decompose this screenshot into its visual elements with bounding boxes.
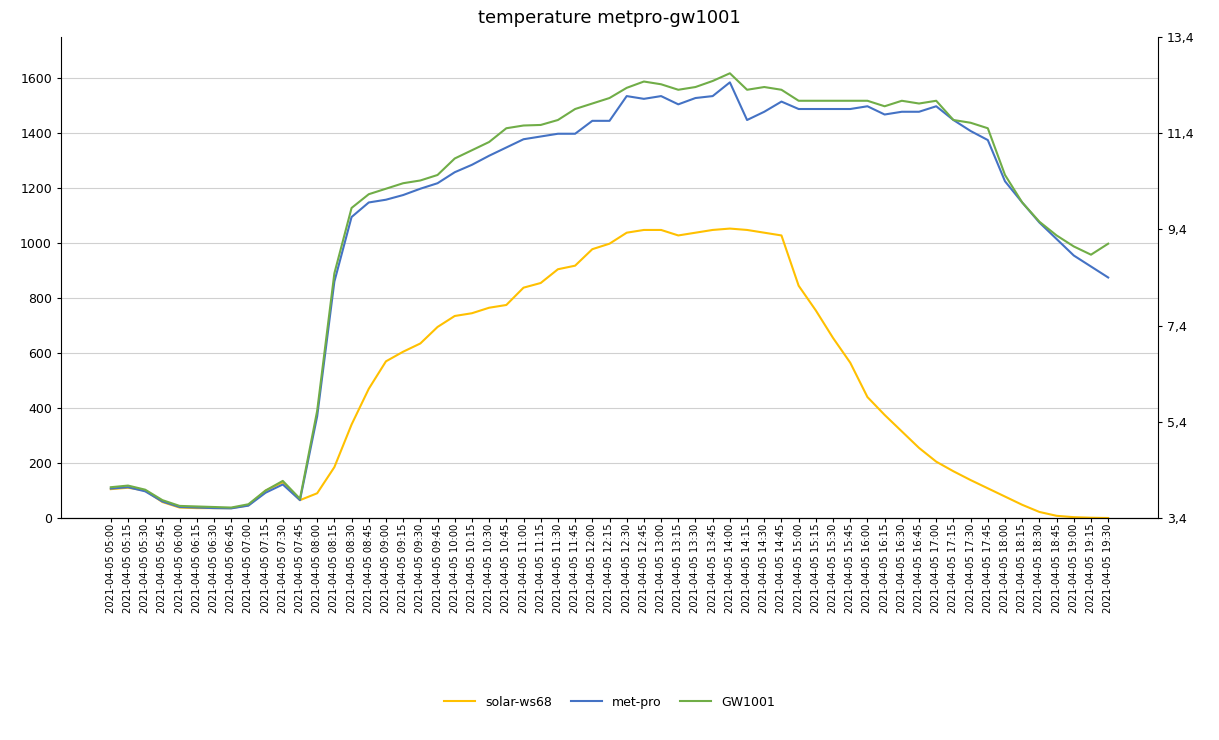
Legend: solar-ws68, met-pro, GW1001: solar-ws68, met-pro, GW1001 xyxy=(439,690,780,714)
solar-ws68 xyxy=(723,224,737,233)
GW1001 xyxy=(104,482,118,491)
solar-ws68 xyxy=(362,384,377,393)
GW1001 xyxy=(379,184,394,193)
solar-ws68 xyxy=(258,486,273,495)
Line: solar-ws68: solar-ws68 xyxy=(111,229,1108,518)
solar-ws68 xyxy=(619,228,634,237)
GW1001 xyxy=(1101,239,1115,248)
solar-ws68 xyxy=(207,504,222,513)
met-pro xyxy=(138,487,152,496)
Title: temperature metpro-gw1001: temperature metpro-gw1001 xyxy=(478,9,741,27)
GW1001 xyxy=(861,96,875,105)
GW1001 xyxy=(275,477,290,485)
GW1001 xyxy=(224,503,239,512)
met-pro xyxy=(861,102,875,111)
GW1001 xyxy=(207,502,222,511)
solar-ws68 xyxy=(104,485,118,494)
Line: GW1001: GW1001 xyxy=(111,73,1108,508)
met-pro xyxy=(636,95,651,104)
met-pro xyxy=(1101,273,1115,282)
solar-ws68 xyxy=(138,486,152,495)
met-pro xyxy=(104,484,118,493)
met-pro xyxy=(207,504,222,513)
solar-ws68 xyxy=(842,358,857,367)
met-pro xyxy=(379,195,394,204)
met-pro xyxy=(275,480,290,489)
solar-ws68 xyxy=(1101,514,1115,522)
GW1001 xyxy=(138,485,152,494)
GW1001 xyxy=(636,77,651,86)
Line: met-pro: met-pro xyxy=(111,82,1108,508)
met-pro xyxy=(224,504,239,513)
met-pro xyxy=(723,78,737,87)
GW1001 xyxy=(723,69,737,78)
